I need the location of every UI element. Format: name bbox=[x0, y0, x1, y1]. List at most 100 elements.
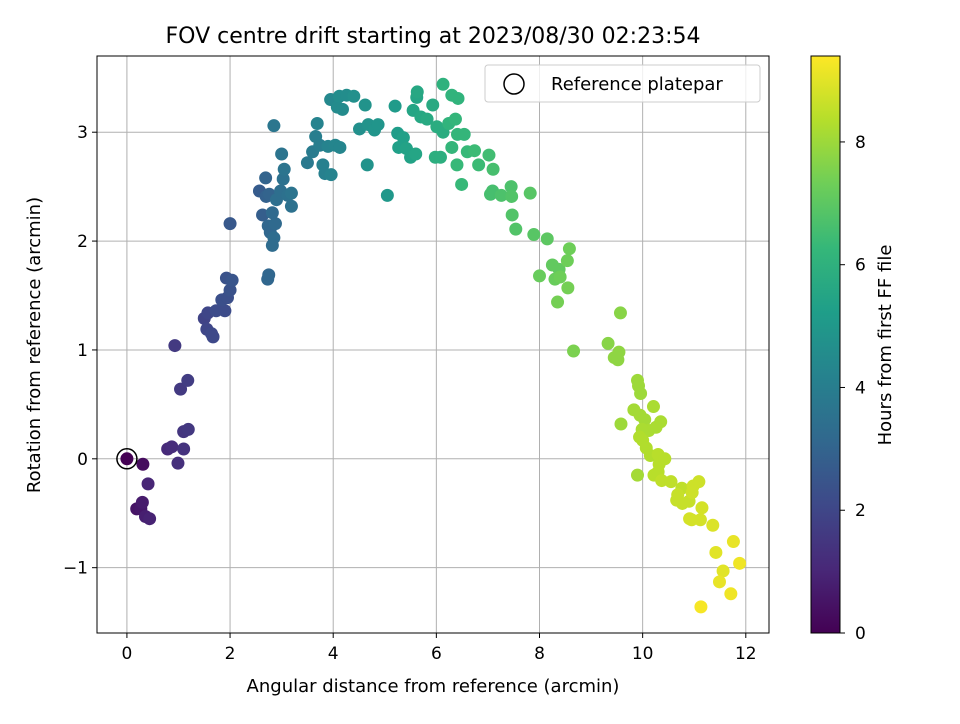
scatter-point bbox=[601, 336, 615, 350]
scatter-point bbox=[664, 475, 678, 489]
colorbar-tick-label: 6 bbox=[855, 256, 866, 276]
scatter-point bbox=[706, 518, 720, 532]
scatter-point bbox=[324, 168, 338, 182]
scatter-point bbox=[420, 112, 434, 126]
x-tick-label: 12 bbox=[735, 644, 757, 664]
scatter-point bbox=[562, 242, 576, 256]
colorbar-tick-label: 0 bbox=[855, 624, 866, 644]
legend-box bbox=[484, 64, 761, 103]
x-tick-label: 8 bbox=[534, 644, 545, 664]
scatter-point bbox=[482, 148, 496, 162]
x-tick-label: 4 bbox=[328, 644, 339, 664]
scatter-point bbox=[712, 575, 726, 589]
scatter-point bbox=[527, 228, 541, 242]
scatter-point bbox=[267, 119, 281, 133]
scatter-point bbox=[709, 545, 723, 559]
scatter-point bbox=[504, 180, 518, 194]
scatter-point bbox=[638, 413, 652, 427]
legend-marker-reference bbox=[503, 73, 525, 95]
scatter-point bbox=[120, 452, 134, 466]
scatter-point bbox=[426, 98, 440, 112]
scatter-point bbox=[360, 158, 374, 172]
legend: Reference platepar bbox=[484, 64, 761, 103]
y-axis-label: Rotation from reference (arcmin) bbox=[24, 197, 45, 493]
scatter-point bbox=[724, 587, 738, 601]
scatter-point bbox=[472, 158, 486, 172]
scatter-point bbox=[409, 147, 423, 161]
y-axis-ticks: −1 0 1 2 3 bbox=[63, 123, 97, 579]
scatter-point bbox=[259, 171, 273, 185]
y-tick-label: −1 bbox=[63, 559, 88, 579]
scatter-point bbox=[268, 217, 282, 231]
scatter-point bbox=[256, 208, 270, 222]
scatter-point bbox=[165, 440, 179, 454]
scatter-point bbox=[171, 456, 185, 470]
scatter-point bbox=[540, 232, 554, 246]
scatter-point bbox=[284, 186, 298, 200]
scatter-point bbox=[634, 386, 648, 400]
scatter-point bbox=[436, 77, 450, 91]
scatter-point bbox=[726, 535, 740, 549]
scatter-point bbox=[509, 222, 523, 236]
colorbar-gradient bbox=[810, 55, 841, 634]
scatter-point bbox=[223, 283, 237, 297]
scatter-point bbox=[448, 112, 462, 126]
scatter-point bbox=[695, 501, 709, 515]
scatter-point bbox=[223, 217, 237, 231]
scatter-point bbox=[457, 127, 471, 141]
scatter-point bbox=[523, 186, 537, 200]
scatter-point bbox=[396, 131, 410, 145]
scatter-point bbox=[733, 556, 747, 570]
colorbar-tick-label: 4 bbox=[855, 378, 866, 398]
scatter-point bbox=[388, 99, 402, 113]
x-axis-label: Angular distance from reference (arcmin) bbox=[247, 676, 620, 697]
scatter-point bbox=[181, 373, 195, 387]
x-tick-label: 6 bbox=[431, 644, 442, 664]
scatter-point bbox=[450, 158, 464, 172]
colorbar: 0 2 4 6 8 Hours from first FF file bbox=[810, 55, 896, 644]
scatter-point bbox=[347, 89, 361, 103]
x-axis-ticks: 0 2 4 6 8 10 12 bbox=[121, 633, 757, 664]
scatter-point bbox=[174, 382, 188, 396]
y-tick-label: 0 bbox=[77, 450, 88, 470]
scatter-point bbox=[455, 177, 469, 191]
scatter-point bbox=[335, 102, 349, 116]
scatter-point bbox=[275, 147, 289, 161]
scatter-point bbox=[612, 345, 626, 359]
scatter-points bbox=[116, 77, 747, 614]
scatter-point bbox=[532, 269, 546, 283]
scatter-point bbox=[567, 344, 581, 358]
scatter-point bbox=[486, 162, 500, 176]
scatter-point bbox=[445, 140, 459, 154]
scatter-point bbox=[136, 457, 150, 471]
scatter-point bbox=[451, 91, 465, 105]
scatter-point bbox=[505, 189, 519, 203]
scatter-point bbox=[333, 140, 347, 154]
colorbar-tick-label: 8 bbox=[855, 133, 866, 153]
plot-area-frame bbox=[96, 55, 770, 634]
y-tick-label: 2 bbox=[77, 232, 88, 252]
scatter-point bbox=[630, 468, 644, 482]
scatter-point bbox=[658, 452, 672, 466]
scatter-point bbox=[553, 270, 567, 284]
scatter-point bbox=[716, 564, 730, 578]
scatter-point bbox=[277, 162, 291, 176]
x-tick-label: 0 bbox=[121, 644, 132, 664]
legend-entry-reference-platepar: Reference platepar bbox=[551, 74, 723, 95]
y-tick-label: 3 bbox=[77, 123, 88, 143]
x-tick-label: 10 bbox=[632, 644, 654, 664]
chart-title: FOV centre drift starting at 2023/08/30 … bbox=[166, 24, 701, 49]
scatter-point bbox=[206, 330, 220, 344]
scatter-point bbox=[468, 144, 482, 158]
grid-lines bbox=[97, 56, 769, 633]
scatter-point bbox=[358, 98, 372, 112]
scatter-point bbox=[646, 400, 660, 414]
scatter-point bbox=[284, 199, 298, 213]
scatter-point bbox=[551, 295, 565, 309]
scatter-point bbox=[135, 495, 149, 509]
colorbar-ticks: 0 2 4 6 8 bbox=[840, 133, 866, 644]
reference-platepar-marker bbox=[116, 448, 138, 470]
scatter-point bbox=[262, 268, 276, 282]
